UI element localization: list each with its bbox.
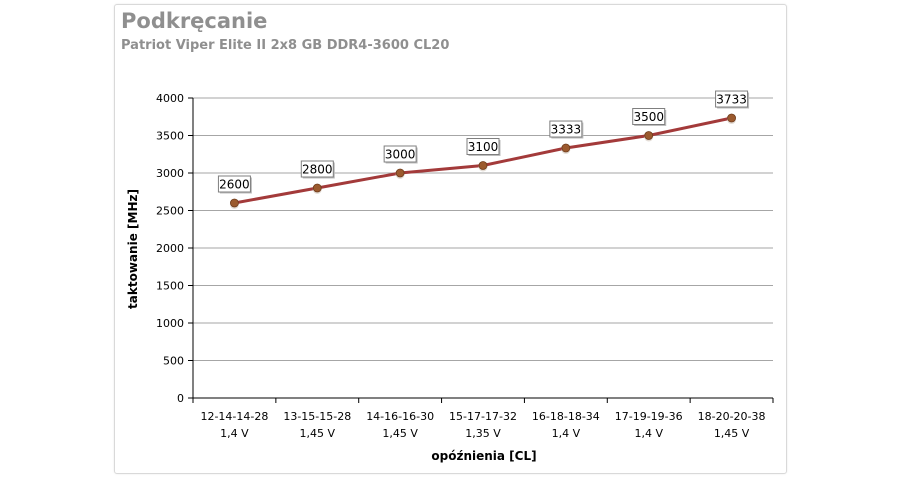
data-label: 2600 — [219, 178, 250, 192]
x-tick-label: 14-16-16-30 — [366, 410, 434, 423]
data-label: 3100 — [468, 140, 499, 154]
y-tick-label: 1500 — [156, 280, 184, 293]
x-tick-voltage: 1,45 V — [300, 427, 336, 440]
data-point — [395, 168, 405, 178]
x-tick-voltage: 1,4 V — [552, 427, 581, 440]
data-label: 3500 — [633, 110, 664, 124]
data-label-box — [466, 138, 500, 155]
x-tick-label: 16-18-18-34 — [532, 410, 600, 423]
data-point — [478, 161, 488, 170]
y-tick-label: 4000 — [156, 92, 184, 105]
y-tick-label: 2500 — [156, 205, 184, 218]
y-tick-label: 500 — [163, 355, 184, 368]
x-tick-label: 12-14-14-28 — [200, 410, 268, 423]
x-tick-label: 18-20-20-38 — [698, 410, 766, 423]
x-tick-voltage: 1,45 V — [382, 427, 418, 440]
data-label: 3000 — [385, 148, 416, 162]
x-tick-label: 15-17-17-32 — [449, 410, 517, 423]
data-label-box — [383, 145, 417, 163]
data-point — [644, 131, 654, 140]
x-tick-voltage: 1,35 V — [465, 427, 501, 440]
data-label: 2800 — [302, 163, 333, 177]
y-tick-label: 2000 — [156, 242, 184, 255]
y-tick-label: 1000 — [156, 317, 184, 330]
chart-title: Podkręcanie — [121, 9, 268, 33]
y-axis-title: taktowanie [MHz] — [126, 189, 140, 309]
data-point — [561, 143, 571, 153]
data-point — [230, 198, 239, 208]
y-tick-label: 3500 — [156, 130, 184, 143]
data-point — [727, 113, 736, 123]
data-label-box — [300, 160, 334, 178]
x-axis-title: opóźnienia [CL] — [431, 449, 536, 463]
chart-card — [114, 4, 787, 474]
x-tick-voltage: 1,4 V — [634, 427, 663, 440]
x-tick-voltage: 1,4 V — [220, 427, 249, 440]
data-label-box — [715, 90, 749, 108]
data-label-box — [549, 120, 583, 138]
y-tick-label: 3000 — [156, 167, 184, 180]
chart-subtitle: Patriot Viper Elite II 2x8 GB DDR4-3600 … — [121, 38, 450, 53]
x-tick-label: 13-15-15-28 — [283, 410, 351, 423]
x-tick-label: 17-19-19-36 — [615, 410, 683, 423]
y-tick-label: 0 — [177, 392, 184, 405]
data-label-box — [217, 175, 251, 193]
data-label: 3333 — [551, 123, 582, 137]
data-label-box — [632, 108, 666, 125]
data-label: 3733 — [716, 93, 747, 107]
x-tick-voltage: 1,45 V — [714, 427, 750, 440]
data-point — [312, 183, 322, 193]
